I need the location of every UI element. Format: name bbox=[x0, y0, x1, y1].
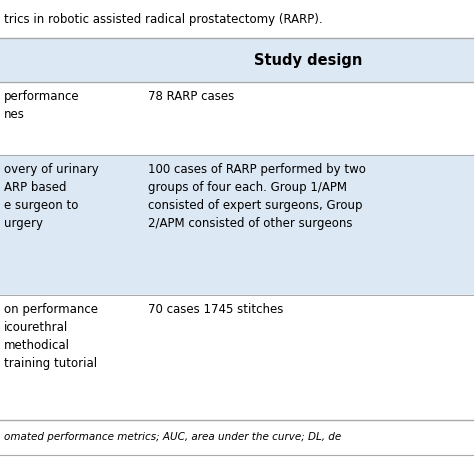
Bar bbox=[0, 82, 474, 155]
Bar bbox=[0, 155, 474, 295]
Text: 70 cases 1745 stitches: 70 cases 1745 stitches bbox=[148, 303, 283, 316]
Text: performance
nes: performance nes bbox=[4, 90, 80, 121]
Text: Study design: Study design bbox=[254, 53, 362, 67]
Bar bbox=[0, 38, 474, 82]
Text: omated performance metrics; AUC, area under the curve; DL, de: omated performance metrics; AUC, area un… bbox=[4, 432, 341, 443]
Text: overy of urinary
ARP based
e surgeon to
urgery: overy of urinary ARP based e surgeon to … bbox=[4, 163, 99, 230]
Bar bbox=[0, 295, 474, 420]
Bar bbox=[0, 420, 474, 455]
Text: on performance
icourethral
methodical
training tutorial: on performance icourethral methodical tr… bbox=[4, 303, 98, 370]
Text: 100 cases of RARP performed by two
groups of four each. Group 1/APM
consisted of: 100 cases of RARP performed by two group… bbox=[148, 163, 366, 230]
Bar bbox=[0, 0, 474, 38]
Text: trics in robotic assisted radical prostatectomy (RARP).: trics in robotic assisted radical prosta… bbox=[4, 12, 323, 26]
Text: 78 RARP cases: 78 RARP cases bbox=[148, 90, 235, 103]
